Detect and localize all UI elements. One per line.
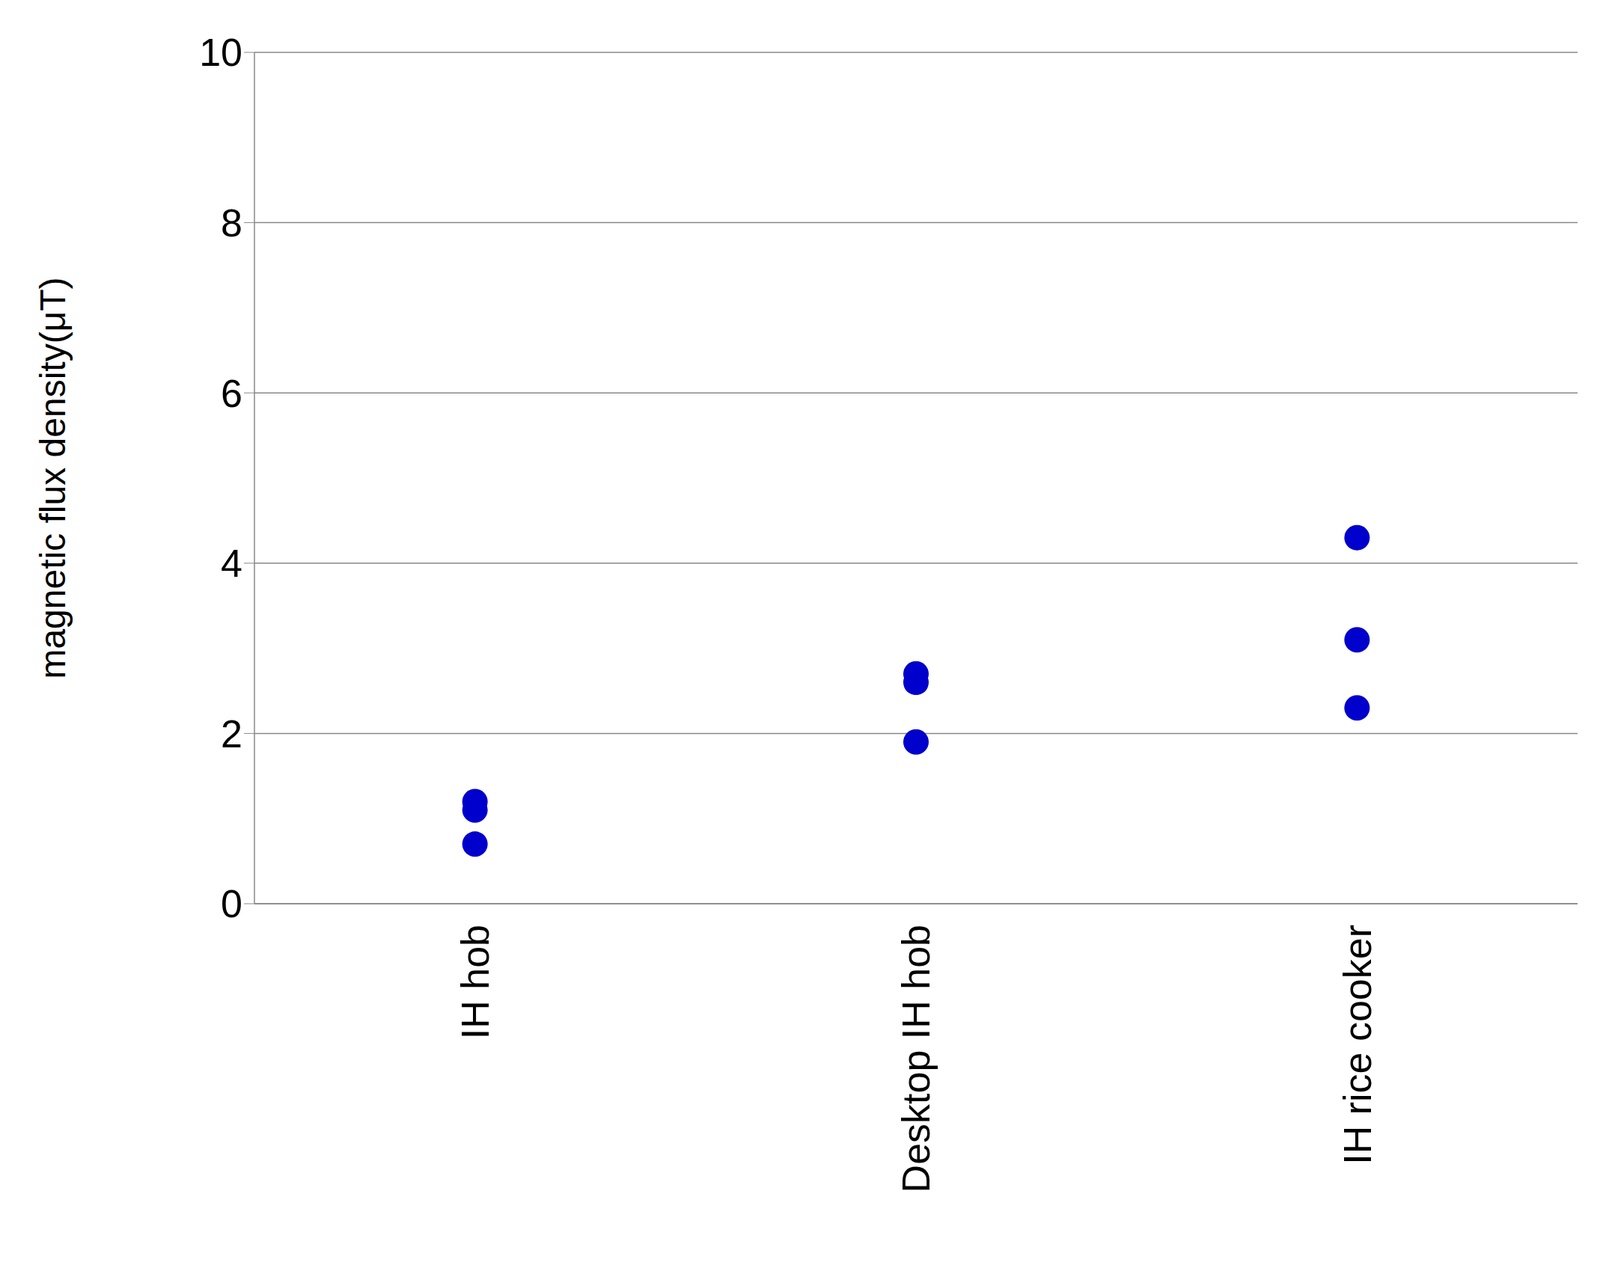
svg-text:IH rice cooker: IH rice cooker (1335, 924, 1380, 1166)
svg-text:4: 4 (220, 541, 243, 586)
svg-text:Desktop IH hob: Desktop IH hob (894, 924, 938, 1193)
svg-text:IH hob: IH hob (453, 924, 497, 1040)
svg-text:8: 8 (220, 201, 243, 245)
svg-text:2: 2 (220, 712, 243, 756)
svg-text:10: 10 (199, 30, 243, 75)
svg-text:magnetic flux density(μT): magnetic flux density(μT) (32, 276, 73, 679)
svg-text:0: 0 (220, 882, 243, 926)
svg-text:6: 6 (220, 371, 243, 416)
